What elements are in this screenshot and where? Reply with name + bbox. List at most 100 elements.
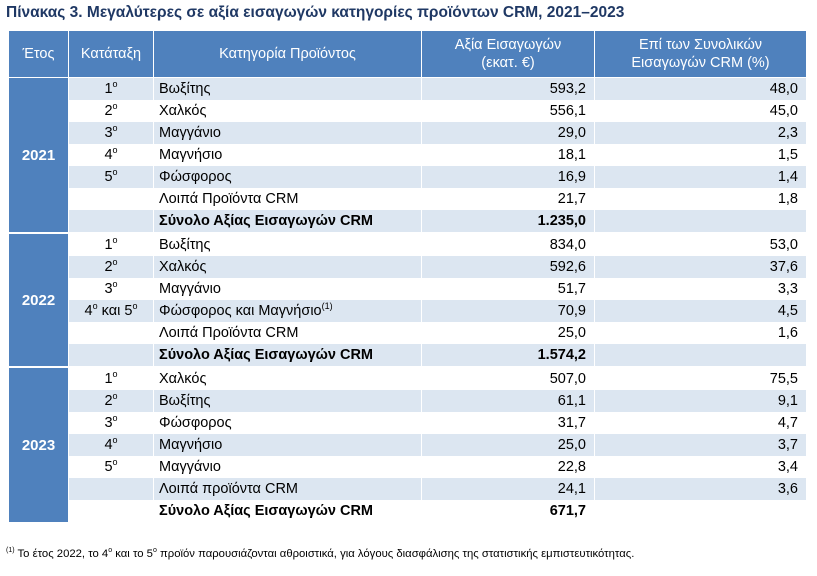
footnote-text-3: προϊόν παρουσιάζονται αθροιστικά, για λό… — [156, 548, 635, 560]
rank-ordinal: ο — [112, 369, 118, 379]
rank-cell: 3ο — [68, 122, 154, 144]
footnote: (1) Το έτος 2022, το 4ο και το 5ο προϊόν… — [6, 547, 635, 560]
rank-number: 5 — [104, 169, 113, 185]
total-label: Σύνολο Αξίας Εισαγωγών CRM — [153, 210, 422, 234]
share-cell: 1,6 — [594, 322, 807, 344]
value-cell: 16,9 — [421, 166, 595, 188]
rank-number: 2 — [104, 259, 113, 275]
footnote-text-1: Το έτος 2022, το 4 — [14, 548, 109, 560]
share-cell: 2,3 — [594, 122, 807, 144]
value-cell: 507,0 — [421, 367, 595, 390]
header-share-line1: Επί των Συνολικών — [638, 37, 763, 53]
value-cell: 18,1 — [421, 144, 595, 166]
rank-number: 4 — [84, 303, 93, 319]
share-cell: 4,5 — [594, 300, 807, 322]
category-label: Μαγνήσιο — [159, 437, 223, 453]
value-cell: 834,0 — [421, 233, 595, 256]
header-row: Έτος Κατάταξη Κατηγορία Προϊόντος Αξία Ε… — [8, 30, 807, 78]
share-cell: 48,0 — [594, 77, 807, 100]
share-cell: 3,6 — [594, 478, 807, 500]
rank-cell: 5ο — [68, 456, 154, 478]
rank-number: 2 — [104, 393, 113, 409]
category-cell: Μαγγάνιο — [153, 278, 422, 300]
rank-ordinal: ο — [112, 145, 118, 155]
header-value-line1: Αξία Εισαγωγών — [454, 37, 562, 53]
rank-ordinal: ο — [112, 79, 118, 89]
share-cell — [594, 500, 807, 524]
table-row: 4ο Μαγνήσιο 25,0 3,7 — [9, 434, 807, 456]
rank-ordinal: ο — [92, 301, 98, 311]
category-label: Φώσφορος — [159, 415, 232, 431]
share-cell: 37,6 — [594, 256, 807, 278]
category-label: Χαλκός — [159, 103, 207, 119]
rank-ordinal: ο — [112, 257, 118, 267]
value-cell: 51,7 — [421, 278, 595, 300]
value-cell: 556,1 — [421, 100, 595, 122]
table-row: 2ο Χαλκός 592,6 37,6 — [9, 256, 807, 278]
category-cell: Μαγνήσιο — [153, 144, 422, 166]
category-cell: Χαλκός — [153, 367, 422, 390]
category-cell: Φώσφορος — [153, 166, 422, 188]
header-value: Αξία Εισαγωγών (εκατ. €) — [421, 30, 595, 78]
year-cell: 2021 — [8, 77, 69, 234]
year-cell: 2022 — [8, 233, 69, 368]
header-year: Έτος — [8, 30, 69, 78]
category-label: Φώσφορος — [159, 169, 232, 185]
rank-number: 3 — [104, 125, 113, 141]
rank-number: 1 — [104, 371, 113, 387]
share-cell: 75,5 — [594, 367, 807, 390]
value-cell: 70,9 — [421, 300, 595, 322]
rank-cell — [68, 188, 154, 210]
rank-number: 4 — [104, 147, 113, 163]
total-label: Σύνολο Αξίας Εισαγωγών CRM — [153, 344, 422, 368]
category-label: Χαλκός — [159, 371, 207, 387]
rank-number: 3 — [104, 281, 113, 297]
table-row: 2ο Χαλκός 556,1 45,0 — [9, 100, 807, 122]
value-cell: 21,7 — [421, 188, 595, 210]
category-cell: Λοιπά προϊόντα CRM — [153, 478, 422, 500]
share-cell — [594, 210, 807, 234]
category-label: Βωξίτης — [159, 237, 211, 253]
table-row: 2023 1ο Χαλκός 507,0 75,5 — [8, 367, 807, 524]
rank-cell — [68, 344, 154, 368]
table-row: 2ο Βωξίτης 61,1 9,1 — [9, 390, 807, 412]
value-cell: 24,1 — [421, 478, 595, 500]
share-cell: 3,3 — [594, 278, 807, 300]
table-row: 4ο και 5ο Φώσφορος και Μαγνήσιο(1) 70,9 4,5 — [9, 300, 807, 322]
table-row: 5ο Φώσφορος 16,9 1,4 — [9, 166, 807, 188]
total-value: 1.574,2 — [421, 344, 595, 368]
rank-cell: 1ο — [68, 367, 154, 390]
category-label: Βωξίτης — [159, 393, 211, 409]
category-cell: Βωξίτης — [153, 390, 422, 412]
rank-cell: 1ο — [68, 77, 154, 100]
footnote-marker: (1) — [6, 547, 15, 554]
footnote-text-2: και το 5 — [112, 548, 153, 560]
category-label: Μαγγάνιο — [159, 125, 221, 141]
value-cell: 31,7 — [421, 412, 595, 434]
category-cell: Μαγγάνιο — [153, 122, 422, 144]
table-row: 4ο Μαγνήσιο 18,1 1,5 — [9, 144, 807, 166]
table-body: 2021 1ο Βωξίτης 593,2 48,0 2ο Χαλκός 556,1 45,0 3… — [8, 77, 807, 524]
rank-ordinal: ο — [112, 167, 118, 177]
rank-ordinal: ο — [112, 235, 118, 245]
rank-ordinal: ο — [112, 457, 118, 467]
category-cell: Λοιπά Προϊόντα CRM — [153, 322, 422, 344]
total-value: 671,7 — [421, 500, 595, 524]
value-cell: 25,0 — [421, 322, 595, 344]
category-label: Μαγγάνιο — [159, 459, 221, 475]
rank-ordinal: ο — [112, 413, 118, 423]
table-row: Λοιπά Προϊόντα CRM 25,0 1,6 — [9, 322, 807, 344]
category-label: Μαγνήσιο — [159, 147, 223, 163]
share-cell: 4,7 — [594, 412, 807, 434]
rank-number: 2 — [104, 103, 113, 119]
table-row: 3ο Μαγγάνιο 51,7 3,3 — [9, 278, 807, 300]
rank-cell: 3ο — [68, 278, 154, 300]
rank-cell — [68, 322, 154, 344]
category-label: Βωξίτης — [159, 81, 211, 97]
total-row: Σύνολο Αξίας Εισαγωγών CRM 671,7 — [9, 500, 807, 524]
total-value: 1.235,0 — [421, 210, 595, 234]
total-row: Σύνολο Αξίας Εισαγωγών CRM 1.235,0 — [9, 210, 807, 234]
category-label: Λοιπά προϊόντα CRM — [159, 481, 298, 497]
table-row: 5ο Μαγγάνιο 22,8 3,4 — [9, 456, 807, 478]
